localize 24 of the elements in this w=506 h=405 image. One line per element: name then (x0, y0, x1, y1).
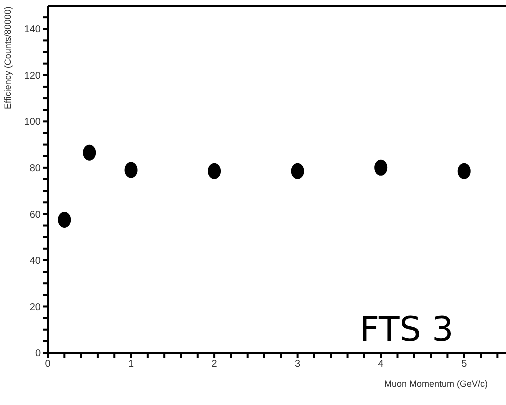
point (83, 144, 96, 161)
point (208, 163, 222, 180)
y-tick-label: 120 (24, 70, 42, 82)
x-tick-label: 5 (462, 359, 468, 370)
point (58, 212, 72, 228)
y-tick-label: 0 (35, 348, 42, 360)
point (374, 160, 388, 176)
x-tick-label: 3 (295, 359, 302, 370)
x-tick-label: 1 (128, 359, 134, 370)
annotation: FTS 3 (360, 310, 454, 350)
x-tick-label: 4 (378, 359, 384, 370)
x-axis-title: Muon Momentum (GeV/c) (384, 379, 488, 389)
y-tick-label: 140 (24, 24, 42, 36)
y-tick-label: 20 (30, 302, 42, 314)
y-tick-label: 60 (30, 210, 42, 221)
y-tick-label: 100 (24, 117, 42, 128)
y-tick-label: 40 (30, 256, 42, 268)
x-tick-label: 0 (45, 359, 52, 370)
point (458, 163, 471, 180)
y-axis-title: Efficiency (Counts/80000) (3, 6, 14, 110)
y-tick-label: 80 (30, 163, 42, 174)
x-tick-label: 2 (212, 359, 218, 370)
point (124, 162, 138, 178)
point (291, 163, 304, 180)
